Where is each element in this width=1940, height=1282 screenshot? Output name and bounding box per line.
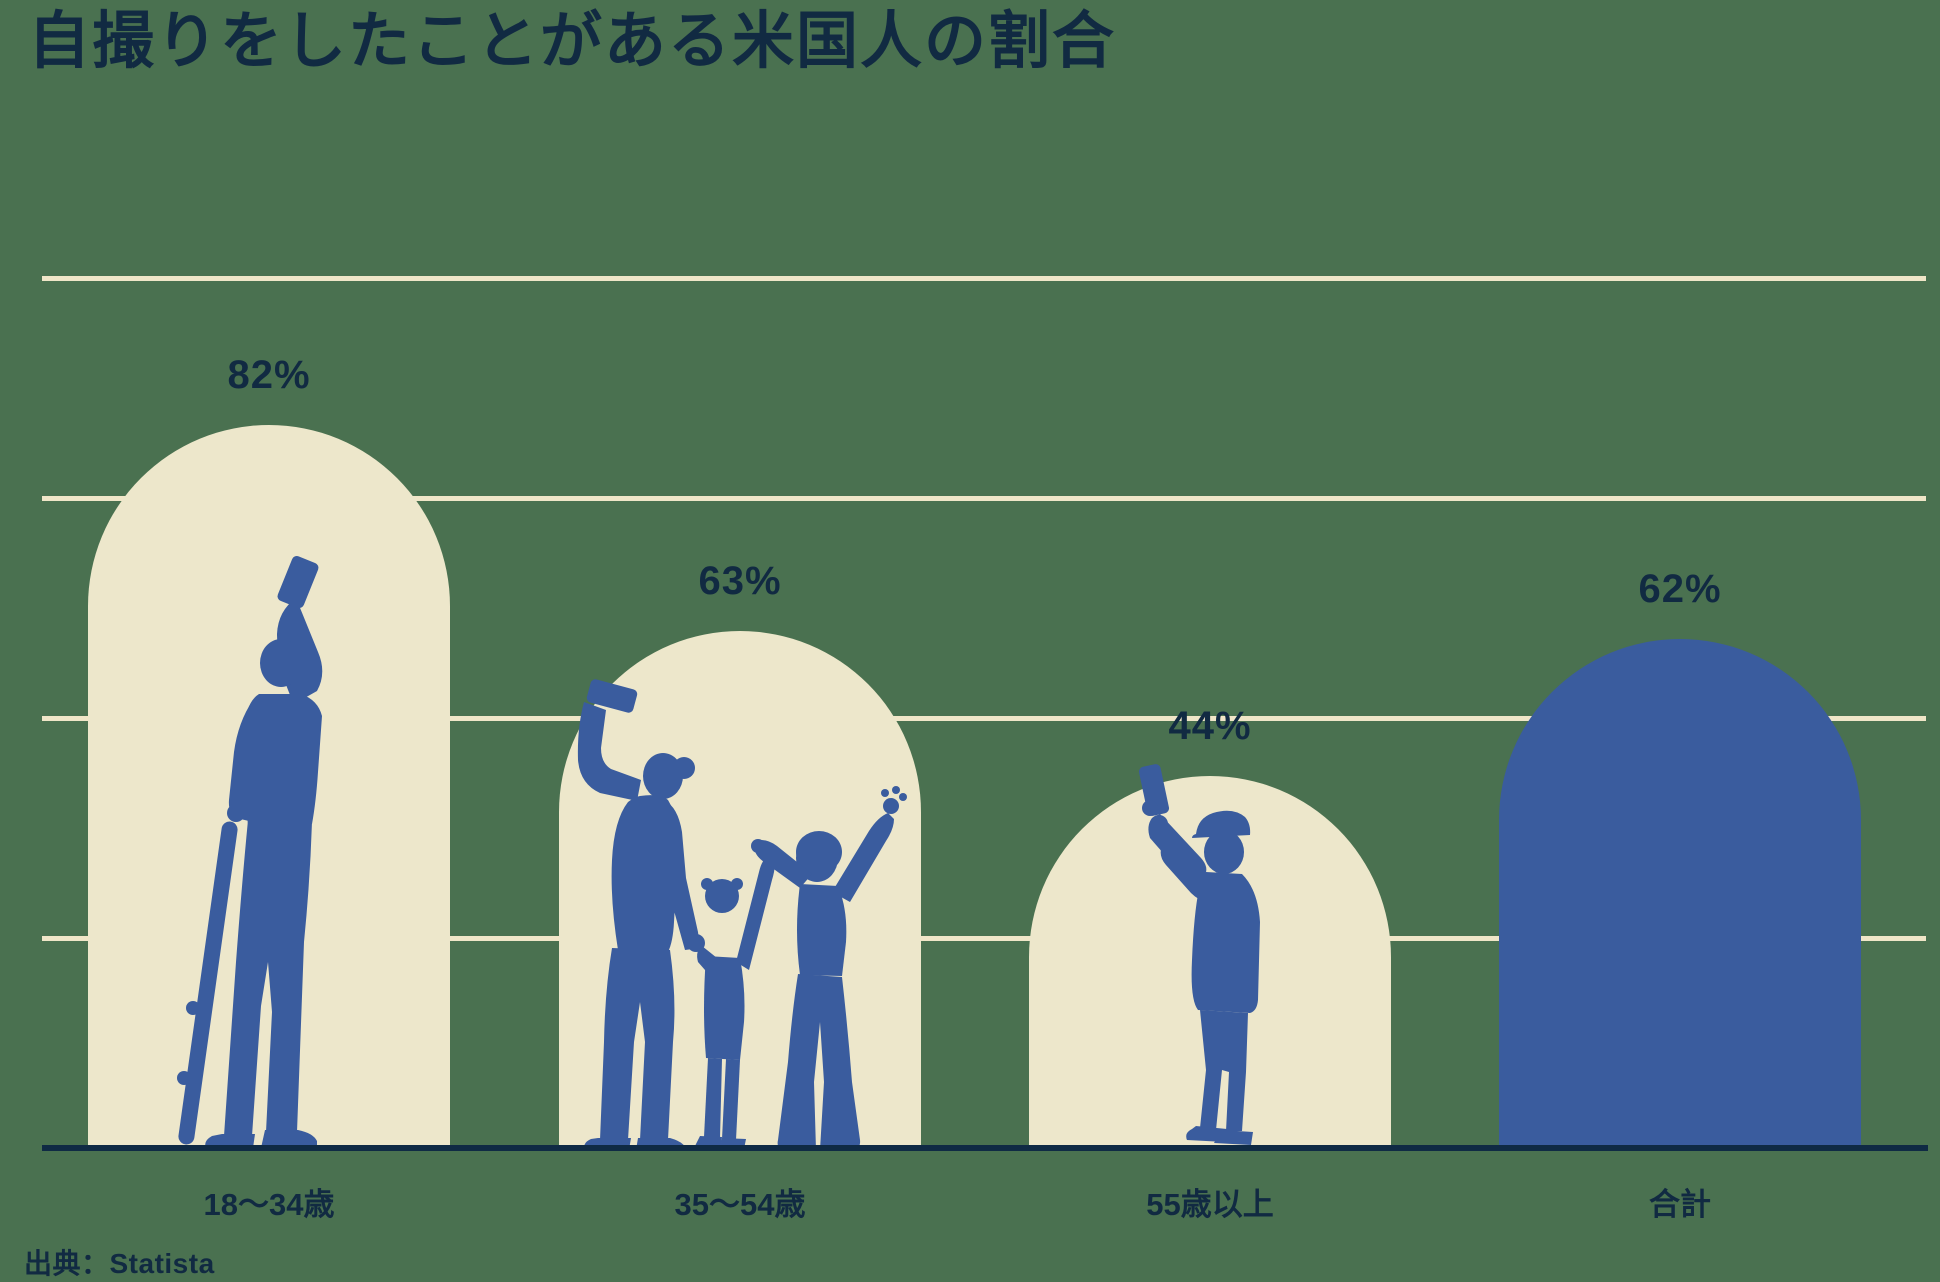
- gridline-75pct: [42, 496, 1926, 501]
- value-label-2: 63%: [698, 559, 782, 603]
- value-label-4: 62%: [1638, 567, 1722, 611]
- category-label-4: 合計: [1649, 1187, 1711, 1222]
- category-label-2: 35〜54歳: [674, 1187, 806, 1222]
- value-label-1: 82%: [227, 353, 311, 397]
- bar-1: [88, 425, 450, 1145]
- gridline-100pct: [42, 276, 1926, 281]
- bar-4-total-highlight: [1499, 639, 1861, 1145]
- gridline-50pct: [42, 716, 1926, 721]
- category-label-3: 55歳以上: [1146, 1187, 1274, 1222]
- bar-2: [559, 631, 921, 1145]
- gridline-25pct: [42, 936, 1926, 941]
- chart-title: 自撮りをしたことがある米国人の割合: [28, 8, 1117, 76]
- source-credit: 出典：Statista: [24, 1248, 215, 1279]
- value-label-3: 44%: [1168, 704, 1252, 748]
- bar-3: [1029, 776, 1391, 1145]
- category-label-1: 18〜34歳: [203, 1187, 335, 1222]
- x-axis-line: [42, 1145, 1928, 1151]
